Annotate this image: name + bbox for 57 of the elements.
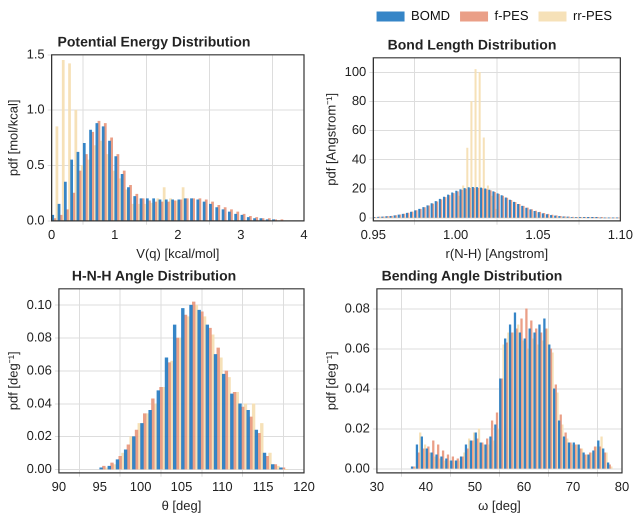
y-tick-label: 0.04 [344,380,370,396]
chart-title: Bond Length Distribution [388,36,556,52]
x-tick-label: 70 [566,479,580,494]
y-axis-title: pdf [deg⁻¹] [323,351,338,410]
legend-label: f-PES [494,8,529,24]
x-axis-title: r(N-H) [Angstrom] [446,246,548,261]
x-axis-title: θ [deg] [162,498,202,513]
y-axis-title: pdf [Angstrom⁻¹] [323,92,338,186]
y-axis-title: pdf [deg⁻¹] [5,351,20,410]
x-tick-label: 80 [614,479,630,494]
x-tick-label: 0.95 [360,227,386,242]
x-tick-label: 120 [293,479,315,494]
x-tick-label: 1.10 [608,227,634,242]
y-tick-label: 1.0 [26,102,45,117]
x-tick-label: 4 [300,227,308,242]
x-tick-label: 110 [212,479,233,494]
x-tick-label: 1 [111,227,118,242]
y-tick-label: 0.5 [26,157,45,172]
chart-title: H-N-H Angle Distribution [72,267,236,284]
y-tick-label: 100 [344,64,366,79]
x-tick-label: 50 [468,479,482,494]
x-tick-label: 2 [174,227,182,242]
x-tick-label: 115 [252,479,274,494]
y-tick-label: 0.00 [344,460,370,476]
y-tick-label: 0.02 [344,420,370,436]
y-axis-title: pdf [mol/kcal] [5,100,20,176]
legend-label: BOMD [411,8,450,24]
y-tick-label: 20 [352,180,366,196]
y-tick-label: 0.08 [344,300,370,316]
y-tick-label: 0.06 [344,340,370,356]
y-tick-label: 0.06 [26,362,52,378]
y-tick-label: 0.0 [26,212,45,228]
y-tick-label: 80 [352,93,366,108]
x-tick-label: 90 [52,479,66,494]
y-tick-label: 0 [359,209,366,224]
legend-label: rr-PES [573,8,612,24]
y-tick-label: 1.5 [26,46,45,62]
x-tick-label: 60 [516,479,532,494]
y-tick-label: 0.08 [26,330,52,345]
y-tick-label: 0.10 [26,296,52,312]
x-tick-label: 95 [92,479,107,494]
y-tick-label: 40 [352,151,366,166]
y-tick-label: 0.02 [26,428,52,444]
x-axis-title: V(q) [kcal/mol] [136,246,220,261]
x-tick-label: 3 [237,227,245,242]
x-tick-label: 105 [170,479,192,494]
chart-title: Potential Energy Distribution [58,33,250,50]
y-tick-label: 0.00 [26,461,52,476]
x-tick-label: 40 [418,479,434,494]
y-tick-label: 0.04 [26,395,52,410]
chart-title: Bending Angle Distribution [382,267,562,284]
y-tick-label: 60 [352,122,366,138]
x-tick-label: 1.00 [442,227,468,242]
x-tick-label: 30 [370,479,384,494]
x-tick-label: 1.05 [525,227,551,242]
x-axis-title: ω [deg] [478,498,521,513]
x-tick-label: 100 [130,479,152,494]
